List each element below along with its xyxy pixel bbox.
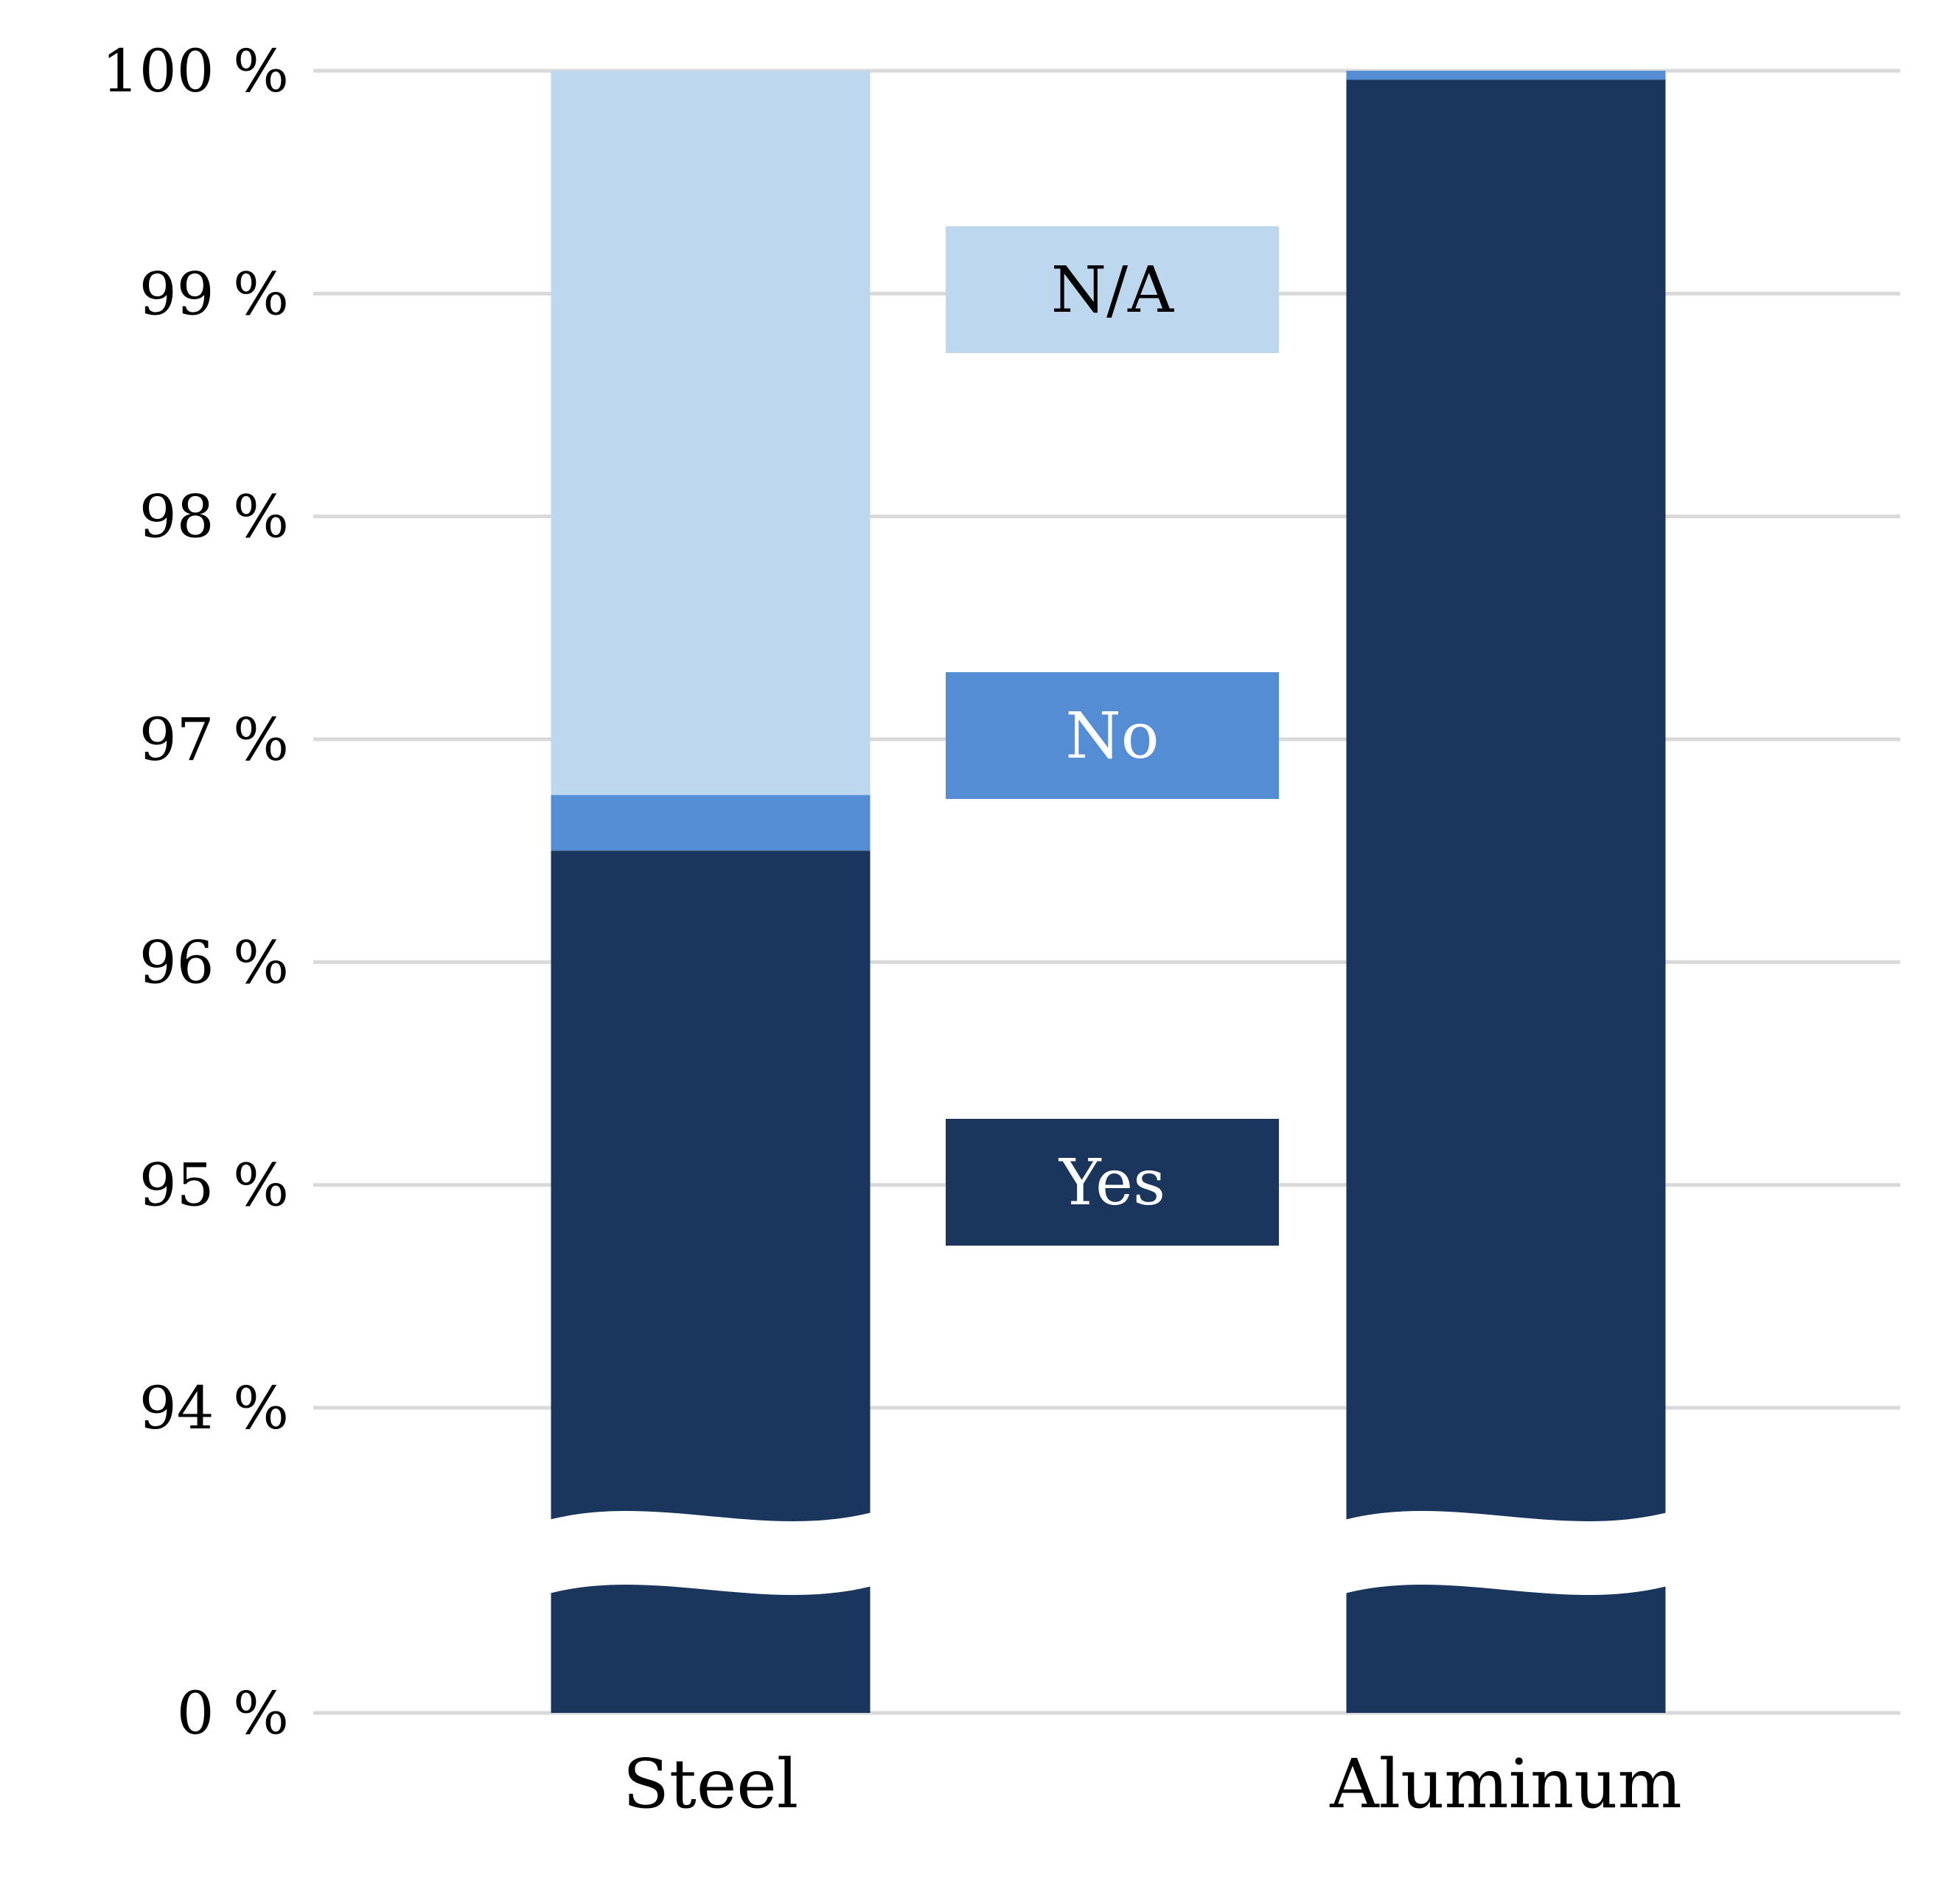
axis-break-wave [543, 1511, 878, 1595]
y-tick-label: 100 % [102, 37, 289, 105]
y-tick-label: 98 % [139, 483, 289, 551]
axis-break-marks [543, 1511, 1673, 1595]
bar-steel-no [551, 795, 871, 851]
axis-break-wave [1339, 1511, 1673, 1595]
y-tick-label: 97 % [139, 705, 289, 774]
y-tick-label: 99 % [139, 259, 289, 328]
legend-label: N/A [1051, 254, 1174, 327]
legend-label: Yes [1059, 1146, 1165, 1220]
y-axis-tick-labels: 0 % 94 % 95 % 96 % 97 % 98 % 99 % 100 % [102, 37, 289, 1748]
x-axis-category-labels: Steel Aluminum [623, 1745, 1682, 1823]
bar-aluminum-no [1346, 71, 1666, 80]
bar-steel-na [551, 71, 871, 795]
legend-swatch-no [946, 672, 1279, 799]
legend-label: No [1065, 699, 1159, 773]
legend-swatch-na [946, 226, 1279, 353]
bar-aluminum-yes [1346, 80, 1666, 1714]
y-tick-label: 96 % [139, 928, 289, 996]
y-tick-label: 94 % [139, 1374, 289, 1442]
x-category-label: Steel [623, 1745, 798, 1823]
legend: N/A No Yes [946, 226, 1279, 1246]
legend-swatch-yes [946, 1119, 1279, 1246]
x-category-label: Aluminum [1329, 1745, 1682, 1823]
y-tick-label: 95 % [139, 1151, 289, 1220]
y-tick-label: 0 % [177, 1679, 289, 1748]
